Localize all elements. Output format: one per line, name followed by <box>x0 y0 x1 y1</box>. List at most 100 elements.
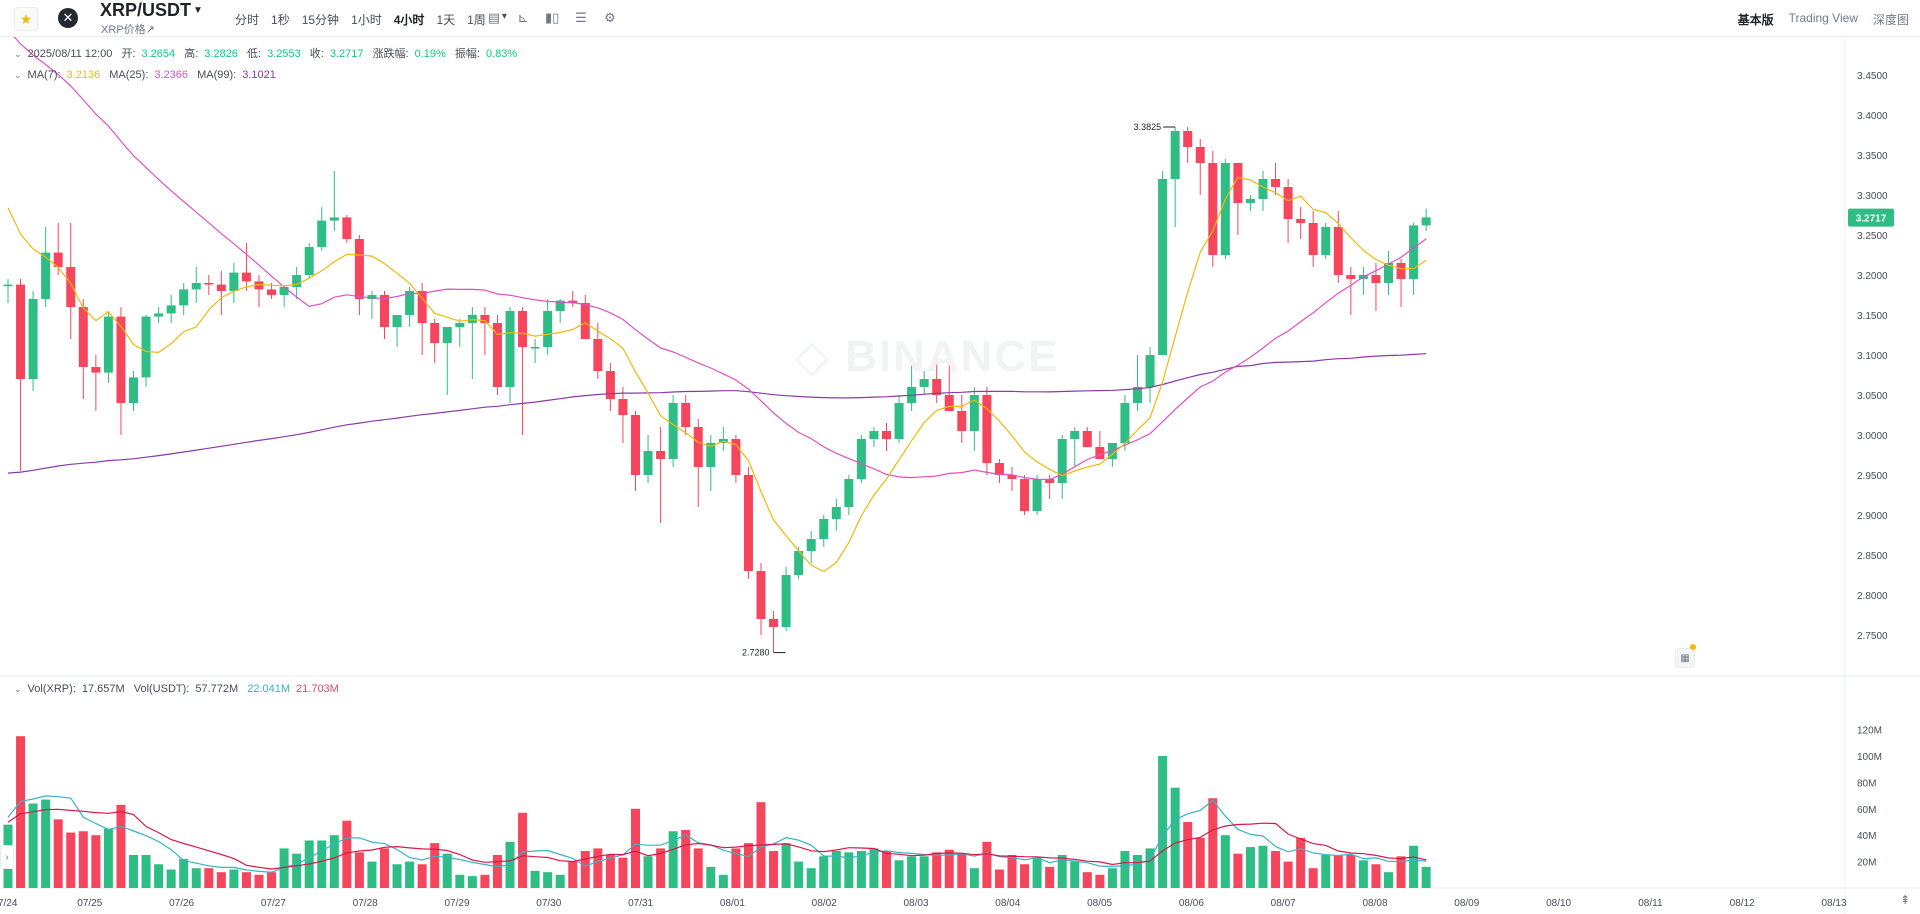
indicator-icon[interactable]: ⊾ <box>517 10 529 25</box>
view-tab-basic[interactable]: 基本版 <box>1737 13 1774 27</box>
view-tabs: 基本版 Trading View 深度图 <box>1738 11 1909 28</box>
candle-body <box>166 305 176 314</box>
volume-bar <box>254 874 264 888</box>
candle-body <box>103 316 113 373</box>
interval-tab-active[interactable]: 4小时 <box>393 13 425 27</box>
time-tick-label: 08/06 <box>1179 898 1204 909</box>
ma-legend: ⌄ MA(7): 3.2136 MA(25): 3.2366 MA(99): 3.102… <box>14 69 282 81</box>
price-tick-label: 2.9000 <box>1857 511 1888 522</box>
price-tick-label: 3.1000 <box>1857 351 1888 362</box>
volume-bar <box>103 828 113 888</box>
view-tab-tradingview[interactable]: Trading View <box>1788 11 1858 25</box>
candle-body <box>430 323 440 343</box>
volume-bar <box>618 857 628 888</box>
volume-bar <box>869 848 879 888</box>
volume-bar <box>718 874 728 888</box>
favorite-star-icon[interactable]: ★ <box>14 7 38 31</box>
candle-body <box>1245 199 1255 203</box>
time-tick-label: 07/25 <box>77 898 102 909</box>
candle-body <box>1258 179 1268 199</box>
candle-body <box>1296 219 1306 223</box>
vol-ma-a-value: 22.041M <box>247 683 291 695</box>
collapse-chevron-icon[interactable]: ⌄ <box>14 70 22 80</box>
collapse-chevron-icon[interactable]: ⌄ <box>14 684 22 694</box>
volume-bar <box>342 820 352 888</box>
volume-bar <box>994 869 1004 888</box>
volume-bar <box>191 868 201 888</box>
price-tick-label: 2.8500 <box>1857 551 1888 562</box>
interval-tab[interactable]: 1秒 <box>271 13 290 27</box>
time-tick-label: 08/13 <box>1821 898 1846 909</box>
layout-icon[interactable]: ☰ <box>575 10 587 25</box>
interval-tab[interactable]: 分时 <box>235 13 260 27</box>
volume-bar <box>1333 855 1343 888</box>
toolbox-icon[interactable]: ▦ <box>1675 648 1695 668</box>
candle-body <box>1308 223 1318 255</box>
candle-body <box>216 284 226 291</box>
volume-bar <box>66 832 76 888</box>
last-price-tag <box>1848 208 1894 227</box>
axis-settings-icon[interactable]: ⇞ <box>1899 893 1910 907</box>
vol-usdt-value: 57.772M <box>195 683 239 695</box>
volume-bar <box>731 848 741 888</box>
candle-body <box>1421 217 1431 226</box>
collapse-chevron-icon[interactable]: ⌄ <box>14 49 22 59</box>
volume-bar <box>430 843 440 888</box>
candle-body <box>1333 227 1343 275</box>
candle-body <box>1095 447 1105 459</box>
interval-tab[interactable]: 1小时 <box>351 13 382 27</box>
volume-bar <box>693 848 703 888</box>
settings-icon[interactable]: ⚙ <box>604 10 616 25</box>
volume-tick-label: 40M <box>1857 831 1876 842</box>
more-intervals-chevron-icon[interactable]: ▾ <box>501 11 507 22</box>
last-price-label: 3.2717 <box>1856 214 1887 225</box>
candle-body <box>819 519 829 539</box>
interval-tab[interactable]: 1周 <box>467 13 486 27</box>
candle-body <box>1409 225 1419 279</box>
candle-type-icon[interactable]: ▮▯ <box>545 10 560 25</box>
volume-bar <box>279 848 289 888</box>
low-value: 3.2553 <box>267 48 301 60</box>
pair-dropdown-chevron-icon[interactable]: ▼ <box>193 5 203 16</box>
volume-bar <box>1358 860 1368 888</box>
volume-bar <box>543 872 553 888</box>
volume-bar <box>467 876 477 888</box>
time-tick-label: 07/29 <box>444 898 469 909</box>
pair-subtitle-link[interactable]: XRP价格↗ <box>101 24 155 36</box>
volume-bar <box>367 861 377 888</box>
volume-bar <box>794 861 804 888</box>
time-tick-label: 08/09 <box>1454 898 1479 909</box>
scroll-left-handle[interactable]: › <box>0 845 14 869</box>
candle-body <box>681 403 691 427</box>
volume-bar <box>668 831 678 888</box>
volume-bar <box>593 848 603 888</box>
volume-tick-label: 60M <box>1857 805 1876 816</box>
candle-body <box>919 379 929 387</box>
time-tick-label: 07/28 <box>353 898 378 909</box>
volume-tick-label: 80M <box>1857 778 1876 789</box>
view-tab-depth[interactable]: 深度图 <box>1872 13 1909 27</box>
candle-body <box>467 315 477 323</box>
price-tick-label: 3.3500 <box>1857 151 1888 162</box>
volume-bar <box>53 819 63 888</box>
ohlc-legend: ⌄ 2025/08/11 12:00 开: 3.2654 高: 3.2826 低: 3.… <box>14 45 523 61</box>
interval-tab[interactable]: 1天 <box>436 13 456 27</box>
pair-title[interactable]: XRP/USDT <box>100 0 192 20</box>
volume-bar <box>743 843 753 888</box>
candle-body <box>668 403 678 459</box>
interval-tab[interactable]: 15分钟 <box>301 13 340 27</box>
volume-bar <box>166 869 176 888</box>
candle-body <box>568 300 578 303</box>
close-label: 收: <box>309 48 324 60</box>
volume-bar <box>605 855 615 888</box>
candle-body <box>844 479 854 507</box>
vol-xrp-value: 17.657M <box>81 683 125 695</box>
top-toolbar: ★ ✕ XRP/USDT ▼ XRP价格↗ 分时 1秒 15分钟 1小时 4小时… <box>0 0 1920 37</box>
calendar-icon[interactable]: ▤ <box>487 10 501 25</box>
candle-body <box>643 451 653 475</box>
kline-chart[interactable]: 3.4500 3.4000 3.3500 3.3000 3.2500 3.2000 3.15… <box>0 37 1920 914</box>
candle-body <box>618 399 628 415</box>
candle-body <box>794 551 804 575</box>
candle-body <box>78 307 88 367</box>
volume-bar <box>944 849 954 888</box>
